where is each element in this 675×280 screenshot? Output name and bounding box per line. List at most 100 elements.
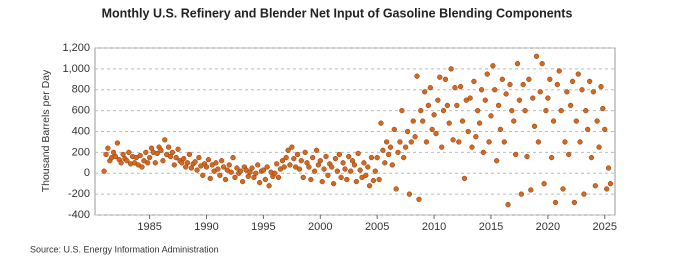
data-point xyxy=(215,166,221,172)
data-point xyxy=(175,146,181,152)
data-point xyxy=(397,139,403,145)
x-tick-label: 2005 xyxy=(365,221,389,233)
data-point xyxy=(526,76,532,82)
y-tick-label: -400 xyxy=(68,209,90,221)
data-point xyxy=(457,83,464,90)
data-point xyxy=(560,186,566,192)
data-point xyxy=(346,153,352,160)
data-point xyxy=(605,165,612,171)
data-point xyxy=(503,91,509,97)
data-point xyxy=(416,196,422,202)
data-point xyxy=(387,144,394,150)
data-point xyxy=(575,71,581,77)
data-point xyxy=(550,118,557,124)
data-point xyxy=(213,160,219,166)
data-point xyxy=(429,126,435,133)
data-point xyxy=(586,78,593,85)
data-point xyxy=(414,73,420,79)
data-point xyxy=(577,139,583,145)
data-point xyxy=(103,151,109,158)
data-point xyxy=(171,162,177,168)
data-point xyxy=(552,199,559,206)
data-point xyxy=(607,181,614,187)
data-point xyxy=(260,167,267,173)
data-point xyxy=(351,162,358,168)
data-point xyxy=(253,170,259,176)
data-point xyxy=(158,147,164,153)
data-point xyxy=(239,178,246,185)
data-point xyxy=(465,128,471,135)
data-point xyxy=(283,154,289,161)
data-point xyxy=(308,176,314,183)
data-point xyxy=(383,139,390,145)
data-point xyxy=(302,149,308,156)
data-point xyxy=(154,150,160,157)
data-point xyxy=(385,151,392,158)
data-point xyxy=(348,168,354,174)
data-point xyxy=(319,178,325,185)
data-point xyxy=(124,158,130,164)
data-point xyxy=(378,120,384,126)
data-point xyxy=(368,154,375,161)
data-point xyxy=(505,201,511,208)
data-point xyxy=(404,128,411,135)
data-point xyxy=(478,87,485,93)
data-point xyxy=(281,164,287,170)
data-point xyxy=(531,123,538,129)
data-point xyxy=(296,166,303,172)
data-point xyxy=(249,165,255,171)
data-point xyxy=(425,102,432,109)
data-point xyxy=(192,159,198,165)
data-point xyxy=(600,105,606,112)
data-point xyxy=(594,118,600,124)
data-point xyxy=(230,154,236,161)
data-point xyxy=(442,76,449,82)
data-point xyxy=(513,151,519,158)
data-point xyxy=(313,147,320,153)
data-point xyxy=(592,183,598,189)
data-point xyxy=(291,155,297,162)
y-tick-label: 800 xyxy=(72,84,90,96)
data-point xyxy=(431,112,437,118)
data-point xyxy=(581,191,587,197)
data-point xyxy=(564,89,570,95)
data-point xyxy=(184,160,191,166)
data-point xyxy=(488,113,494,119)
data-point xyxy=(533,53,540,59)
data-point xyxy=(355,150,361,157)
data-point xyxy=(492,87,498,93)
data-point xyxy=(450,137,456,143)
data-point xyxy=(114,140,121,146)
data-point xyxy=(118,160,124,166)
y-tick-label: 0 xyxy=(84,167,90,179)
data-point xyxy=(452,85,458,91)
data-point xyxy=(406,191,413,197)
y-tick-label: 200 xyxy=(72,146,90,158)
data-point xyxy=(467,95,473,101)
x-tick-label: 2015 xyxy=(479,221,503,233)
data-point xyxy=(408,139,414,145)
data-point xyxy=(435,97,441,103)
data-point xyxy=(126,149,132,156)
data-point xyxy=(380,147,386,153)
data-point xyxy=(101,168,107,174)
data-point xyxy=(200,172,206,178)
data-point xyxy=(423,139,430,145)
data-point xyxy=(456,139,462,145)
x-tick-label: 2020 xyxy=(536,221,560,233)
data-point xyxy=(300,174,306,181)
data-point xyxy=(486,139,492,145)
data-point xyxy=(509,107,515,114)
data-point xyxy=(539,61,545,67)
data-point xyxy=(169,149,176,156)
data-point xyxy=(340,160,346,166)
data-point xyxy=(298,158,304,164)
data-point xyxy=(146,154,153,161)
data-point xyxy=(545,95,551,101)
data-point xyxy=(279,158,286,164)
data-point xyxy=(323,153,329,160)
data-point xyxy=(528,187,534,193)
x-tick-label: 1990 xyxy=(194,221,218,233)
data-point xyxy=(427,85,433,91)
